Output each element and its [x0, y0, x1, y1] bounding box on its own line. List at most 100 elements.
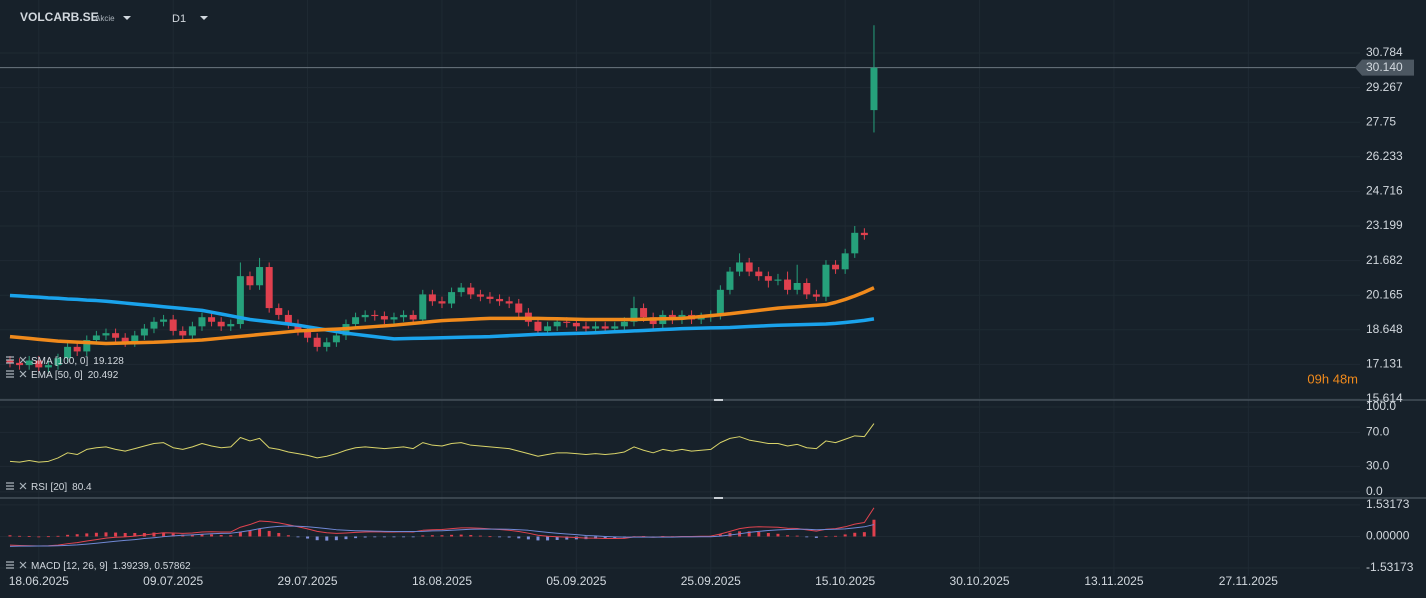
timeframe[interactable]: D1 [172, 13, 186, 25]
histogram-bar [862, 532, 866, 537]
series-line [9, 524, 875, 547]
legend-icon [6, 356, 14, 364]
y-tick-label: -1.53173 [1366, 560, 1414, 574]
y-tick-label: 17.131 [1366, 357, 1403, 371]
candle-body [496, 298, 504, 302]
countdown: 09h 48m [1307, 371, 1358, 386]
candle-body [150, 321, 158, 329]
histogram-bar [814, 536, 818, 538]
x-tick-label: 15.10.2025 [815, 574, 875, 588]
candle-body [860, 232, 868, 236]
histogram-bar [37, 536, 41, 538]
legend-entry: EMA [50, 0] 20.492 [31, 370, 119, 381]
candle-body [812, 294, 820, 297]
histogram-bar [325, 536, 329, 541]
x-tick-label: 25.09.2025 [681, 574, 741, 588]
legend-close [19, 370, 27, 378]
histogram-bar [507, 536, 511, 538]
histogram-bar [114, 532, 118, 537]
candle-body [582, 326, 590, 329]
histogram-bar [834, 535, 838, 537]
candle-body [246, 276, 254, 286]
legend-text: MACD [12, 26, 9] [31, 561, 108, 572]
y-tick-label: 24.716 [1366, 184, 1403, 198]
legend-text: 1.39239 [113, 561, 150, 572]
candle-body [601, 326, 609, 329]
x-tick-label: 09.07.2025 [143, 574, 203, 588]
candle-body [563, 321, 571, 323]
legend-text: 0.57862 [154, 561, 191, 572]
asset-type: Akcie [95, 14, 115, 23]
legend-text: 19.128 [93, 356, 124, 367]
histogram-bar [421, 535, 425, 537]
candle-body [803, 282, 811, 295]
candle-body [630, 308, 638, 322]
candle-body [198, 317, 206, 327]
candle-body [102, 333, 110, 336]
legend-text: RSI [20] [31, 482, 67, 493]
candle-body [380, 316, 388, 320]
candle-body [313, 337, 321, 347]
histogram-bar [56, 535, 60, 537]
candle-body [265, 267, 273, 309]
legend-text: , [149, 561, 155, 572]
plot [6, 25, 878, 547]
histogram-bar [440, 535, 444, 537]
histogram-bar [430, 535, 434, 537]
dropdown-caret[interactable] [123, 16, 131, 20]
candle-body [323, 342, 331, 347]
y-tick-label: 30.784 [1366, 45, 1403, 59]
candle-body [572, 322, 580, 327]
x-tick-label: 27.11.2025 [1219, 574, 1278, 588]
histogram-bar [133, 532, 137, 537]
histogram-bar [853, 532, 857, 537]
histogram-bar [392, 536, 396, 538]
candle-body [620, 321, 628, 327]
y-tick-label: 0.0 [1366, 484, 1383, 498]
candle-body [160, 319, 168, 322]
symbol[interactable]: VOLCARB.SE [20, 10, 99, 24]
candle-body [726, 271, 734, 290]
candle-body [640, 308, 648, 318]
candle-body [25, 360, 33, 366]
dropdown-caret[interactable] [200, 16, 208, 20]
candle-body [774, 279, 782, 281]
legend-close [19, 482, 27, 490]
legend-text: 20.492 [88, 370, 119, 381]
histogram-bar [171, 533, 175, 537]
candle-body [400, 314, 408, 318]
candle-body [448, 292, 456, 304]
histogram-bar [200, 534, 204, 537]
histogram-bar [565, 536, 569, 540]
pane-handle[interactable] [714, 497, 723, 499]
candle-body [6, 360, 14, 363]
candle-body [534, 321, 542, 331]
legend-text: SMA [100, 0] [31, 356, 88, 367]
histogram-bar [517, 536, 521, 539]
x-tick-label: 30.10.2025 [950, 574, 1010, 588]
histogram-bar [354, 536, 358, 539]
candle-body [592, 326, 600, 329]
histogram-bar [210, 534, 214, 537]
candle-body [140, 328, 148, 336]
histogram-bar [402, 536, 406, 538]
histogram-bar [786, 535, 790, 537]
pane-handle[interactable] [714, 399, 723, 401]
histogram-bar [526, 536, 530, 540]
legend-close [19, 356, 27, 364]
candle-body [476, 294, 484, 297]
y-tick-label: 29.267 [1366, 80, 1403, 94]
candle-body [784, 279, 792, 290]
candle-body [544, 326, 552, 331]
y-tick-label: 27.75 [1366, 114, 1396, 128]
histogram-bar [66, 534, 70, 537]
histogram-bar [286, 535, 290, 537]
x-tick-label: 13.11.2025 [1084, 574, 1143, 588]
histogram-bar [824, 536, 828, 538]
legend-entry: RSI [20] 80.4 [31, 482, 92, 493]
histogram-bar [488, 536, 492, 538]
histogram-bar [162, 532, 166, 537]
price-label-box [1355, 59, 1414, 76]
